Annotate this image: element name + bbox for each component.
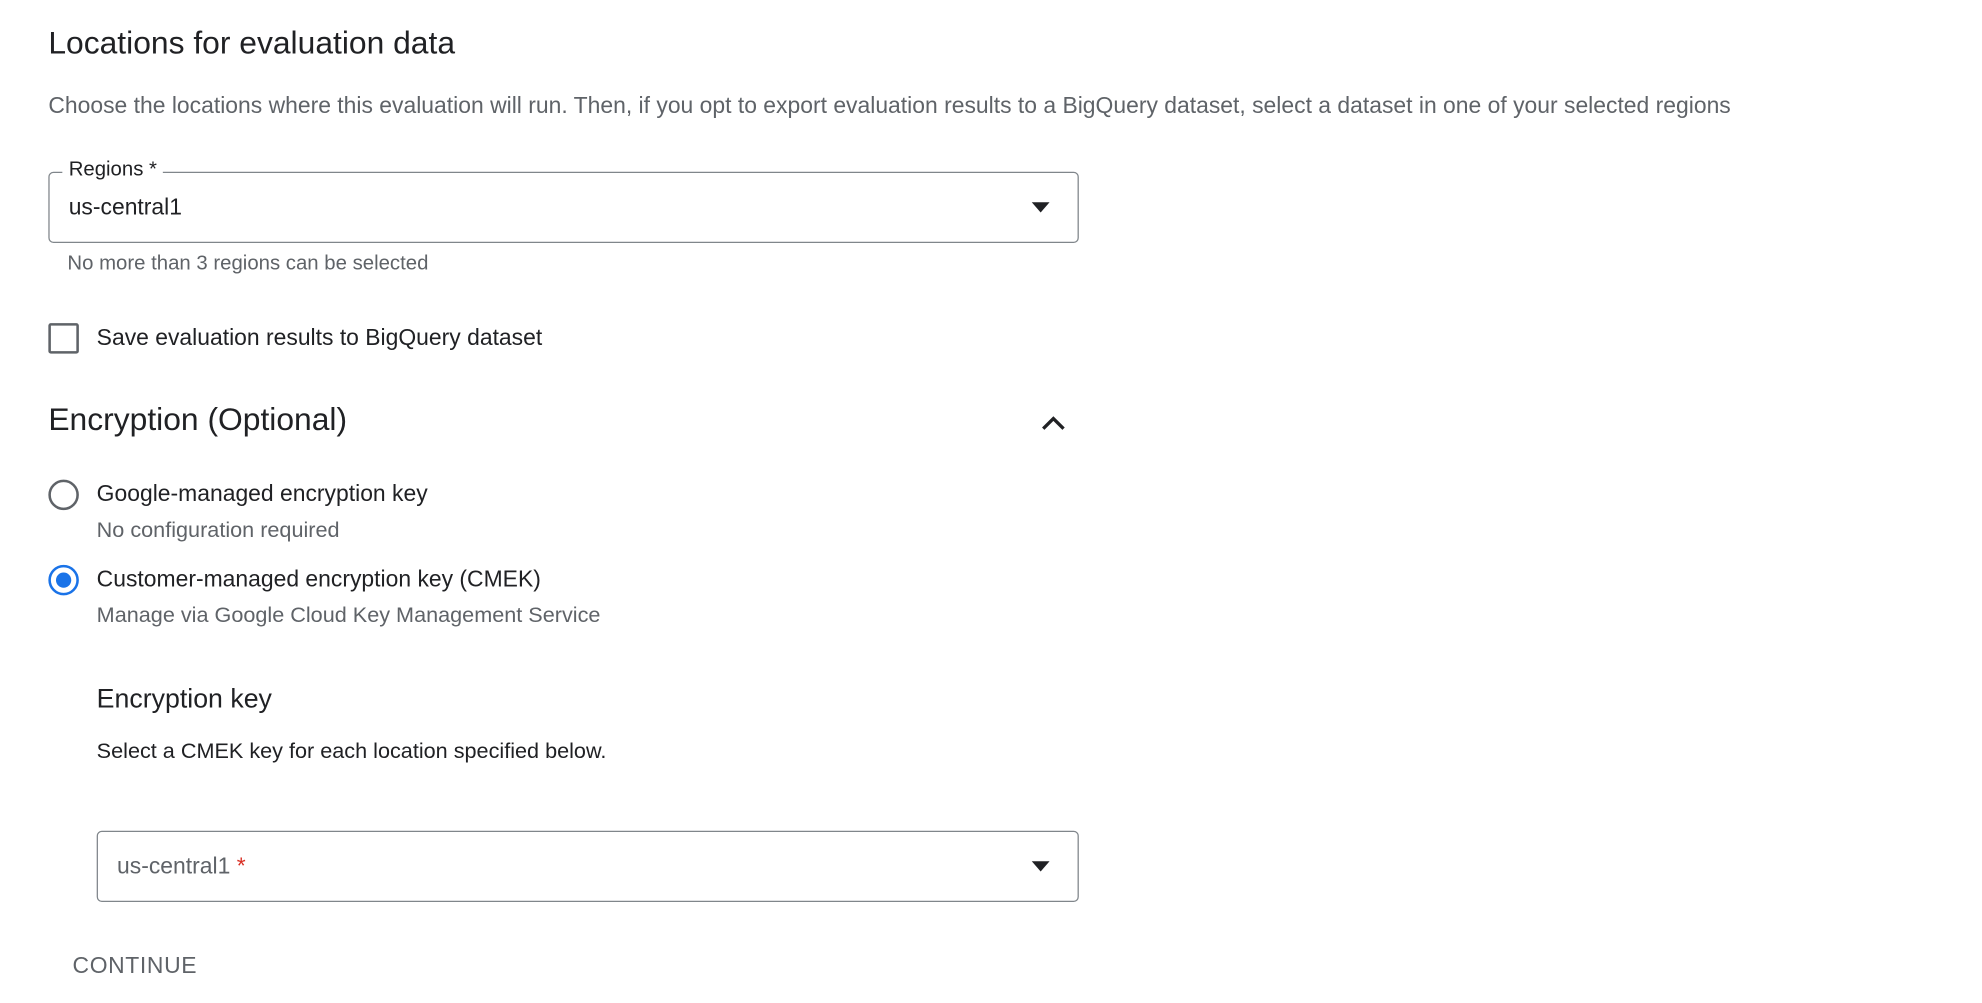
radio-customer-managed-key[interactable]	[48, 564, 79, 596]
encryption-key-title: Encryption key	[96, 684, 272, 714]
google-managed-key-sub: No configuration required	[96, 517, 340, 542]
customer-managed-key-sub: Manage via Google Cloud Key Management S…	[96, 603, 601, 628]
bigquery-checkbox[interactable]	[48, 323, 79, 354]
dropdown-arrow-icon	[1031, 861, 1050, 872]
regions-value: us-central1	[68, 194, 182, 220]
encryption-key-description: Select a CMEK key for each location spec…	[96, 739, 607, 764]
cmek-key-select[interactable]: us-central1 *	[96, 830, 1079, 902]
regions-select[interactable]: Regions * us-central1	[48, 159, 1079, 243]
customer-managed-key-label[interactable]: Customer-managed encryption key (CMEK)	[96, 566, 541, 592]
cmek-key-field-label-wrap: us-central1 *	[117, 853, 246, 880]
chevron-up-icon[interactable]	[1039, 410, 1067, 438]
locations-title: Locations for evaluation data	[48, 25, 456, 62]
encryption-title: Encryption (Optional)	[48, 402, 348, 438]
radio-google-managed-key[interactable]	[48, 479, 79, 511]
regions-label: Regions *	[62, 159, 164, 182]
cmek-key-field-label: us-central1	[117, 853, 231, 879]
locations-description: Choose the locations where this evaluati…	[48, 92, 1731, 119]
continue-button[interactable]: CONTINUE	[72, 952, 198, 979]
google-managed-key-label[interactable]: Google-managed encryption key	[96, 480, 428, 507]
dropdown-arrow-icon	[1031, 202, 1050, 213]
regions-helper-text: No more than 3 regions can be selected	[67, 253, 429, 275]
required-asterisk: *	[236, 853, 246, 879]
bigquery-checkbox-label[interactable]: Save evaluation results to BigQuery data…	[96, 324, 543, 350]
